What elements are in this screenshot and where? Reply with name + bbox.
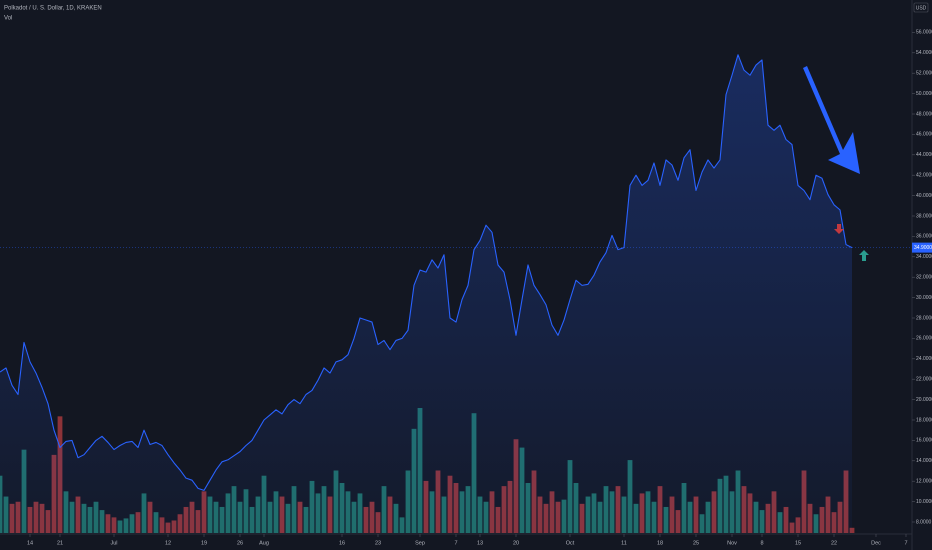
x-tick-label: 14 bbox=[27, 540, 33, 546]
y-tick-label: 42.0000 bbox=[916, 173, 932, 179]
x-tick-label: 21 bbox=[57, 540, 63, 546]
y-tick-label: 28.0000 bbox=[916, 315, 932, 321]
x-tick-label: 7 bbox=[904, 540, 907, 546]
y-tick-label: 24.0000 bbox=[916, 356, 932, 362]
legend-title: Polkadot / U. S. Dollar, 1D, KRAKEN bbox=[4, 6, 102, 12]
x-tick-label: 16 bbox=[339, 540, 345, 546]
y-tick-label: 50.0000 bbox=[916, 91, 932, 97]
x-tick-label: 22 bbox=[831, 540, 837, 546]
last-price-label: 34.9000 bbox=[914, 245, 932, 251]
x-tick-label: 23 bbox=[375, 540, 381, 546]
y-tick-label: 48.0000 bbox=[916, 111, 932, 117]
y-tick-label: 8.0000 bbox=[916, 519, 932, 525]
currency-box[interactable] bbox=[913, 2, 929, 13]
sell-arrow bbox=[834, 224, 844, 234]
x-tick-label: 15 bbox=[795, 540, 801, 546]
y-tick-label: 18.0000 bbox=[916, 417, 932, 423]
y-tick-label: 36.0000 bbox=[916, 234, 932, 240]
x-tick-label: Aug bbox=[259, 540, 269, 546]
x-tick-label: 7 bbox=[454, 540, 457, 546]
currency-label[interactable]: USD bbox=[916, 5, 927, 11]
plot-area bbox=[0, 54, 855, 534]
y-tick-label: 20.0000 bbox=[916, 397, 932, 403]
y-tick-label: 14.0000 bbox=[916, 458, 932, 464]
y-tick-label: 40.0000 bbox=[916, 193, 932, 199]
y-tick-label: 26.0000 bbox=[916, 336, 932, 342]
x-tick-label: 25 bbox=[693, 540, 699, 546]
y-tick-label: 10.0000 bbox=[916, 499, 932, 505]
buy-arrow bbox=[859, 250, 869, 261]
trend-arrow bbox=[803, 66, 860, 174]
y-tick-label: 38.0000 bbox=[916, 213, 932, 219]
y-tick-label: 16.0000 bbox=[916, 438, 932, 444]
y-tick-label: 52.0000 bbox=[916, 71, 932, 77]
y-tick-label: 44.0000 bbox=[916, 152, 932, 158]
y-tick-label: 54.0000 bbox=[916, 50, 932, 56]
x-tick-label: 8 bbox=[760, 540, 763, 546]
y-tick-label: 30.0000 bbox=[916, 295, 932, 301]
x-tick-label: 18 bbox=[657, 540, 663, 546]
x-tick-label: 20 bbox=[513, 540, 519, 546]
x-tick-label: 13 bbox=[477, 540, 483, 546]
x-tick-label: Nov bbox=[727, 540, 737, 546]
y-tick-label: 46.0000 bbox=[916, 132, 932, 138]
y-tick-label: 12.0000 bbox=[916, 479, 932, 485]
y-tick-label: 56.0000 bbox=[916, 30, 932, 36]
legend-volume: Vol bbox=[4, 16, 12, 22]
price-area bbox=[0, 54, 852, 534]
x-tick-label: Jul bbox=[110, 540, 117, 546]
last-price-box bbox=[912, 242, 932, 253]
x-tick-label: Sep bbox=[415, 540, 425, 546]
price-line bbox=[0, 54, 853, 491]
x-tick-label: 11 bbox=[621, 540, 627, 546]
x-tick-label: Oct bbox=[566, 540, 575, 546]
y-tick-label: 34.0000 bbox=[916, 254, 932, 260]
y-tick-label: 22.0000 bbox=[916, 377, 932, 383]
x-tick-label: 26 bbox=[237, 540, 243, 546]
x-tick-label: Dec bbox=[871, 540, 881, 546]
x-tick-label: 19 bbox=[201, 540, 207, 546]
y-tick-label: 32.0000 bbox=[916, 275, 932, 281]
x-tick-label: 12 bbox=[165, 540, 171, 546]
